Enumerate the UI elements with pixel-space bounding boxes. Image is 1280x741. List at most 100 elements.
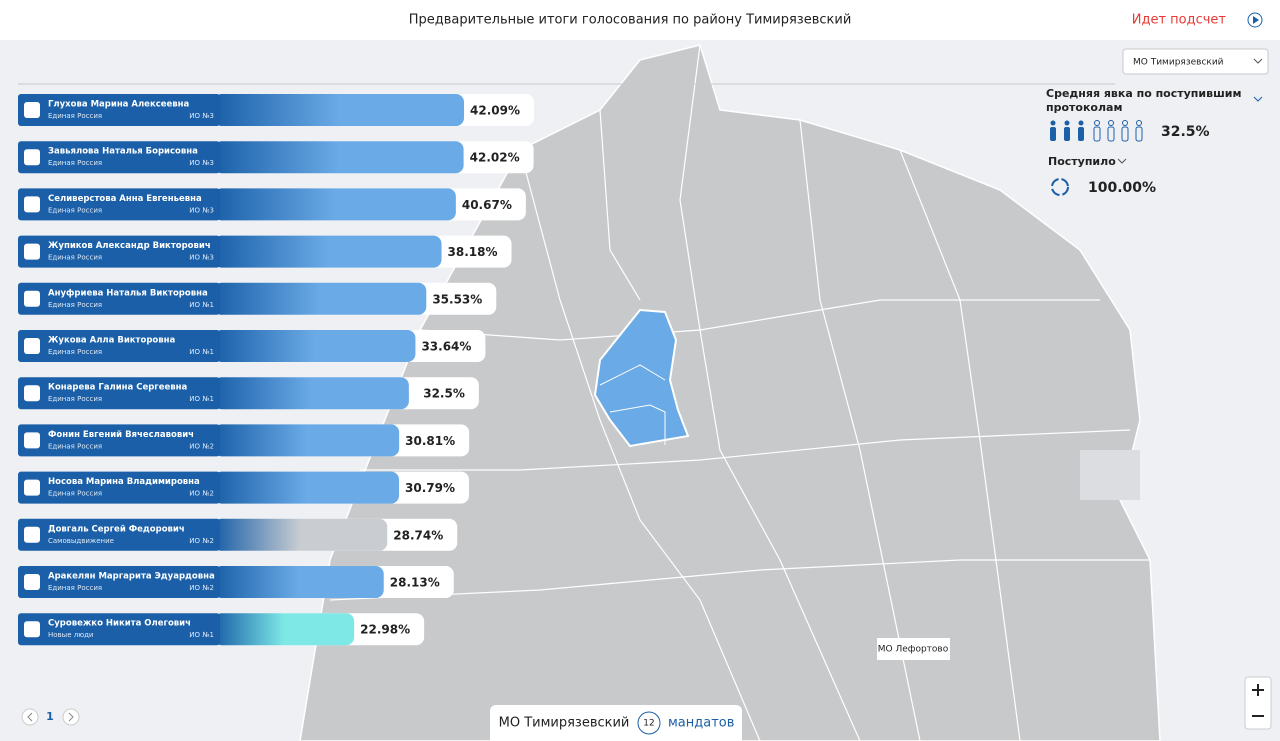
percent: 28.74% [393,528,443,542]
prev-page[interactable] [21,708,39,726]
party-logo [24,479,40,496]
district: ИО №2 [189,442,214,450]
percent: 30.81% [405,434,455,448]
name-block [18,330,220,362]
next-page[interactable] [62,708,80,726]
party: Самовыдвижение [48,537,114,545]
party-logo [24,196,40,213]
percent: 32.5% [423,387,465,401]
bar [214,330,416,362]
party: Единая Россия [48,490,102,498]
map-borders [599,364,666,445]
party: Новые люди [48,631,94,639]
district: ИО №1 [189,301,214,309]
zoom-in[interactable] [1252,684,1264,696]
party-logo [24,574,40,590]
play-button[interactable] [1247,12,1263,28]
name-block [18,377,220,410]
percent: 40.67% [462,198,512,212]
party: Единая Россия [48,159,102,167]
percent: 33.64% [421,340,471,354]
district: ИО №3 [189,112,214,120]
candidate-name: Довгаль Сергей Федорович [48,524,185,534]
name-block [18,613,220,646]
party: Единая Россия [48,348,102,356]
district: ИО №3 [189,206,214,214]
name-block [18,282,220,315]
candidate-name: Суровежко Никита Олегович [48,619,191,629]
map-area [1080,450,1140,500]
name-block [18,518,220,551]
district: ИО №2 [189,490,214,498]
party-logo [24,526,40,543]
party: Единая Россия [48,395,102,403]
received-title: Поступило [1048,155,1116,168]
turnout-icons [1050,120,1143,142]
name-block [18,424,220,457]
party-logo [24,432,40,449]
name-block [18,471,220,504]
candidate-name: Конарева Галина Сергеевна [48,383,188,393]
candidate-name: Фонин Евгений Вячеславович [48,430,194,440]
turnout-title-box: Средняя явка по поступившим протоколам [1046,87,1242,114]
bar [214,471,400,504]
footer-area: МО Тимирязевский [499,716,630,731]
percent: 22.98% [360,623,410,637]
map-label-box [877,638,950,660]
bar [214,94,465,126]
bar [214,424,400,457]
dropdown[interactable] [1122,48,1269,75]
header [0,0,1280,40]
party-logo [24,621,40,638]
district: ИО №2 [189,584,214,592]
district: ИО №3 [189,159,214,167]
bar [214,377,409,410]
turnout-value: 32.5% [1161,124,1210,140]
district: ИО №3 [189,254,214,262]
received-arrow[interactable] [1117,158,1127,164]
footer-box [490,705,742,741]
party: Единая Россия [48,206,102,214]
header-title: Предварительные итоги голосования по рай… [409,13,852,28]
party-logo [24,290,40,307]
bar [214,613,355,646]
received-icon [1051,178,1069,196]
page-number[interactable]: 1 [46,710,54,723]
percent: 30.79% [405,481,455,495]
turnout-title: Средняя явка по поступившим протоколам [1046,87,1242,114]
party-logo [24,338,40,354]
mandates-circle [637,711,661,735]
name-block [18,235,220,268]
candidate-name: Жукова Алла Викторовна [48,336,175,346]
district: ИО №1 [189,348,214,356]
status: Идет подсчет [1132,13,1227,28]
candidate-name: Глухова Марина Алексеевна [48,100,190,110]
percent: 35.53% [432,292,482,306]
bar [214,282,427,315]
bar [214,518,388,551]
zoom-control [1244,676,1272,730]
prev-icon [27,712,33,722]
name-block [18,566,220,598]
candidate-list: Глухова Марина Алексеевна Единая Россия ИО… [18,94,535,646]
candidate-name: Селиверстова Анна Евгеньевна [48,194,202,204]
party: Единая Россия [48,301,102,309]
party-logo [24,149,40,166]
dropdown-arrow [1253,58,1263,64]
percent: 42.02% [470,151,520,165]
party-logo [24,385,40,402]
district: ИО №1 [189,631,214,639]
map-label: МО Лефортово [878,645,949,655]
district: ИО №2 [189,537,214,545]
bar [214,235,442,268]
name-block [18,188,220,221]
district: ИО №1 [189,395,214,403]
mandates-count: 12 [643,719,654,729]
collapse-arrow[interactable] [1253,96,1263,102]
bar [214,566,384,598]
name-block [18,141,220,174]
party-logo [24,243,40,260]
party: Единая Россия [48,442,102,450]
name-block [18,94,220,126]
